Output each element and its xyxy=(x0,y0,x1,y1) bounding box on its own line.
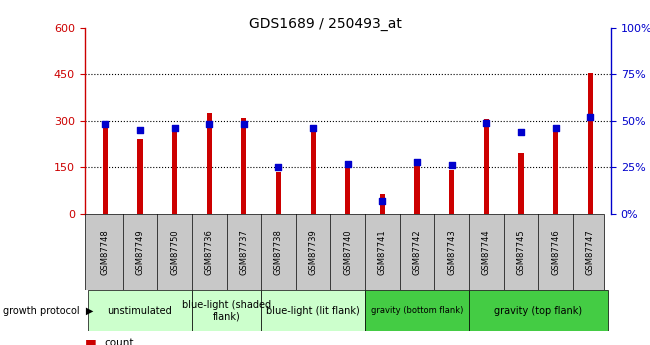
Point xyxy=(135,127,145,133)
Text: GSM87737: GSM87737 xyxy=(239,229,248,275)
Text: GSM87736: GSM87736 xyxy=(205,229,214,275)
Text: gravity (top flank): gravity (top flank) xyxy=(494,306,582,315)
Text: GSM87749: GSM87749 xyxy=(135,229,144,275)
Bar xyxy=(207,113,212,214)
Text: GSM87740: GSM87740 xyxy=(343,229,352,275)
Bar xyxy=(484,119,489,214)
Bar xyxy=(345,166,350,214)
Text: blue-light (shaded
flank): blue-light (shaded flank) xyxy=(182,300,271,321)
Point xyxy=(412,159,423,165)
Point xyxy=(481,120,491,125)
Text: blue-light (lit flank): blue-light (lit flank) xyxy=(266,306,360,315)
Bar xyxy=(241,118,246,214)
Bar xyxy=(415,162,420,214)
Bar xyxy=(588,72,593,214)
Text: GSM87746: GSM87746 xyxy=(551,229,560,275)
Text: gravity (bottom flank): gravity (bottom flank) xyxy=(371,306,463,315)
Text: GSM87743: GSM87743 xyxy=(447,229,456,275)
Text: GSM87741: GSM87741 xyxy=(378,229,387,275)
Point xyxy=(170,126,180,131)
Text: unstimulated: unstimulated xyxy=(107,306,172,315)
Bar xyxy=(276,172,281,214)
Bar xyxy=(469,290,608,331)
Bar xyxy=(172,128,177,214)
Text: GSM87750: GSM87750 xyxy=(170,229,179,275)
Text: GSM87742: GSM87742 xyxy=(413,229,422,275)
Point xyxy=(343,161,353,166)
Bar xyxy=(192,290,261,331)
Point xyxy=(551,126,561,131)
Text: GSM87748: GSM87748 xyxy=(101,229,110,275)
Bar xyxy=(261,290,365,331)
Bar xyxy=(553,131,558,214)
Bar xyxy=(365,290,469,331)
Point xyxy=(515,129,526,135)
Text: growth protocol  ▶: growth protocol ▶ xyxy=(3,306,94,315)
Bar xyxy=(103,121,108,214)
Text: GDS1689 / 250493_at: GDS1689 / 250493_at xyxy=(248,17,402,31)
Point xyxy=(273,165,283,170)
Bar xyxy=(88,290,192,331)
Point xyxy=(308,126,318,131)
Point xyxy=(585,114,595,120)
Text: GSM87738: GSM87738 xyxy=(274,229,283,275)
Point xyxy=(377,198,387,204)
Bar xyxy=(449,170,454,214)
Text: count: count xyxy=(104,338,133,345)
Point xyxy=(239,122,249,127)
Text: GSM87745: GSM87745 xyxy=(517,229,525,275)
Text: GSM87744: GSM87744 xyxy=(482,229,491,275)
Point xyxy=(100,122,110,127)
Bar xyxy=(518,153,523,214)
Bar xyxy=(380,194,385,214)
Bar xyxy=(311,130,316,214)
Point xyxy=(447,163,457,168)
Text: GSM87739: GSM87739 xyxy=(309,229,318,275)
Point xyxy=(204,122,214,127)
Text: GSM87747: GSM87747 xyxy=(586,229,595,275)
Text: ■: ■ xyxy=(84,337,96,345)
Bar xyxy=(137,139,142,214)
